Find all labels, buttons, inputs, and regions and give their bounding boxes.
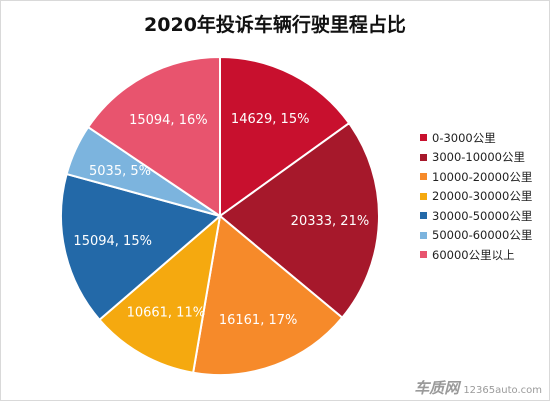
- pie-slice: [219, 55, 351, 218]
- legend-label: 60000公里以上: [432, 247, 515, 262]
- legend-item: 10000-20000公里: [420, 167, 532, 187]
- pie-slice: [191, 214, 344, 376]
- legend-label: 3000-10000公里: [432, 150, 525, 165]
- pie-slice: [60, 172, 223, 322]
- pie-slice: [86, 55, 221, 218]
- legend-label: 30000-50000公里: [432, 208, 533, 223]
- legend-swatch: [420, 192, 427, 200]
- slice-data-label: 10661, 11%: [127, 306, 206, 321]
- slice-data-label: 5035, 5%: [89, 164, 151, 179]
- watermark-brand: 车质网: [414, 379, 460, 397]
- slice-data-label: 16161, 17%: [219, 313, 298, 328]
- chart-legend: 0-3000公里 3000-10000公里 10000-20000公里 20000-3…: [420, 128, 532, 265]
- legend-swatch: [420, 134, 427, 142]
- watermark-site: 12365auto.com: [463, 385, 542, 396]
- legend-label: 10000-20000公里: [432, 169, 533, 184]
- legend-item: 3000-10000公里: [420, 148, 532, 168]
- slice-data-label: 14629, 15%: [231, 112, 310, 127]
- legend-label: 20000-30000公里: [432, 189, 533, 204]
- legend-item: 30000-50000公里: [420, 206, 532, 226]
- legend-swatch: [420, 251, 427, 259]
- slice-data-label: 15094, 15%: [73, 234, 152, 249]
- pie-slice: [98, 213, 222, 374]
- legend-item: 20000-30000公里: [420, 187, 532, 207]
- legend-swatch: [420, 153, 427, 161]
- legend-swatch: [420, 212, 427, 220]
- slice-data-label: 20333, 21%: [291, 214, 370, 229]
- legend-swatch: [420, 231, 427, 239]
- legend-item: 50000-60000公里: [420, 226, 532, 246]
- site-watermark: 车质网 12365auto.com: [414, 377, 542, 398]
- legend-label: 50000-60000公里: [432, 228, 533, 243]
- legend-item: 60000公里以上: [420, 245, 532, 265]
- legend-label: 0-3000公里: [432, 130, 496, 145]
- legend-item: 0-3000公里: [420, 128, 532, 148]
- pie-slice: [218, 121, 380, 320]
- legend-swatch: [420, 173, 427, 181]
- slice-data-label: 15094, 16%: [129, 113, 208, 128]
- chart-title: 2020年投诉车辆行驶里程占比: [144, 14, 406, 36]
